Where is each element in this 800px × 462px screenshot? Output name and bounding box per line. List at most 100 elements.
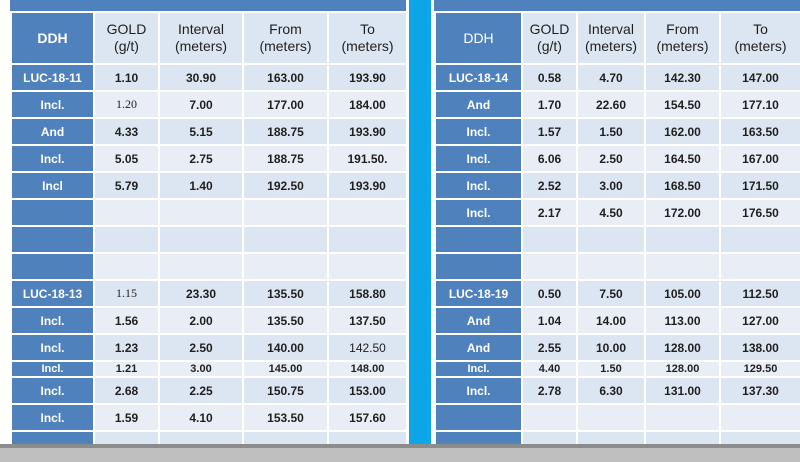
to-cell: 191.50. <box>327 144 408 173</box>
interval-cell: 1.50 <box>576 117 646 146</box>
table-row: Incl. 1.59 4.10 153.50 157.60 <box>10 403 408 432</box>
from-cell: 135.50 <box>242 279 329 308</box>
to-cell: 176.50 <box>719 198 800 227</box>
ddh-cell <box>434 403 523 432</box>
header-ddh: DDH <box>434 11 523 65</box>
to-cell: 142.50 <box>327 333 408 362</box>
table-row: LUC-18-19 0.50 7.50 105.00 112.50 <box>434 279 800 308</box>
from-cell: 177.00 <box>242 90 329 119</box>
from-cell: 135.50 <box>242 306 329 335</box>
interval-cell: 6.30 <box>576 376 646 405</box>
interval-cell: 30.90 <box>158 63 244 92</box>
ddh-cell: Incl. <box>10 333 95 362</box>
from-cell: 142.30 <box>644 63 721 92</box>
to-cell <box>327 225 408 254</box>
table-row: Incl 5.79 1.40 192.50 193.90 <box>10 171 408 200</box>
header-to: To (meters) <box>327 11 408 65</box>
from-cell: 192.50 <box>242 171 329 200</box>
table-row: Incl. 1.21 3.00 145.00 148.00 <box>10 360 408 378</box>
to-cell <box>327 252 408 281</box>
to-cell <box>327 198 408 227</box>
ddh-cell: Incl. <box>10 306 95 335</box>
bottom-band-edge <box>0 444 800 448</box>
to-cell: 193.90 <box>327 63 408 92</box>
interval-cell <box>576 225 646 254</box>
header-interval: Interval (meters) <box>576 11 646 65</box>
ddh-cell <box>434 252 523 281</box>
table-row: Incl. 1.56 2.00 135.50 137.50 <box>10 306 408 335</box>
ddh-cell <box>10 225 95 254</box>
interval-cell: 4.50 <box>576 198 646 227</box>
ddh-cell: Incl. <box>434 360 523 378</box>
gold-cell: 1.23 <box>93 333 160 362</box>
table-row: Incl. 2.68 2.25 150.75 153.00 <box>10 376 408 405</box>
ddh-cell: Incl <box>10 171 95 200</box>
gold-cell <box>93 430 160 448</box>
table-row: Incl. 5.05 2.75 188.75 191.50. <box>10 144 408 173</box>
from-cell: 172.00 <box>644 198 721 227</box>
to-cell: 157.60 <box>327 403 408 432</box>
table-row: Incl. 1.23 2.50 140.00 142.50 <box>10 333 408 362</box>
gold-cell: 6.06 <box>521 144 578 173</box>
table-row <box>434 252 800 281</box>
ddh-cell: Incl. <box>10 376 95 405</box>
interval-cell: 5.15 <box>158 117 244 146</box>
interval-cell: 2.00 <box>158 306 244 335</box>
ddh-cell: Incl. <box>434 198 523 227</box>
ddh-cell: Incl. <box>434 117 523 146</box>
interval-cell: 4.70 <box>576 63 646 92</box>
interval-cell: 2.50 <box>158 333 244 362</box>
to-cell: 127.00 <box>719 306 800 335</box>
ddh-cell: Incl. <box>10 360 95 378</box>
from-cell: 188.75 <box>242 117 329 146</box>
left-header-row: DDH GOLD (g/t) Interval (meters) From (m… <box>10 11 408 65</box>
to-cell: 153.00 <box>327 376 408 405</box>
from-cell <box>242 225 329 254</box>
table-row <box>10 252 408 281</box>
gold-cell <box>521 252 578 281</box>
to-cell <box>719 225 800 254</box>
ddh-cell: LUC-18-11 <box>10 63 95 92</box>
table-row: Incl. 1.20 7.00 177.00 184.00 <box>10 90 408 119</box>
gold-cell: 1.21 <box>93 360 160 378</box>
center-divider <box>409 0 431 444</box>
interval-cell <box>576 252 646 281</box>
to-cell: 158.80 <box>327 279 408 308</box>
interval-cell: 7.00 <box>158 90 244 119</box>
interval-cell <box>158 225 244 254</box>
gold-cell <box>93 198 160 227</box>
gold-cell <box>521 225 578 254</box>
interval-cell: 7.50 <box>576 279 646 308</box>
bottom-band <box>0 444 800 462</box>
header-to: To (meters) <box>719 11 800 65</box>
to-cell: 184.00 <box>327 90 408 119</box>
gold-cell: 2.78 <box>521 376 578 405</box>
right-assay-table: DDH GOLD (g/t) Interval (meters) From (m… <box>434 11 800 448</box>
gold-cell: 1.59 <box>93 403 160 432</box>
header-from: From (meters) <box>242 11 329 65</box>
gold-cell: 1.70 <box>521 90 578 119</box>
interval-cell: 2.25 <box>158 376 244 405</box>
header-interval: Interval (meters) <box>158 11 244 65</box>
from-cell: 188.75 <box>242 144 329 173</box>
from-cell: 162.00 <box>644 117 721 146</box>
to-cell: 177.10 <box>719 90 800 119</box>
ddh-cell: Incl. <box>10 90 95 119</box>
to-cell <box>719 403 800 432</box>
from-cell: 105.00 <box>644 279 721 308</box>
gold-cell <box>93 252 160 281</box>
from-cell: 145.00 <box>242 360 329 378</box>
from-cell: 154.50 <box>644 90 721 119</box>
gold-cell: 1.04 <box>521 306 578 335</box>
left-top-band <box>10 0 406 11</box>
gold-cell: 2.55 <box>521 333 578 362</box>
from-cell <box>644 225 721 254</box>
from-cell: 128.00 <box>644 333 721 362</box>
from-cell <box>644 252 721 281</box>
right-table-panel: DDH GOLD (g/t) Interval (meters) From (m… <box>434 0 800 448</box>
from-cell: 153.50 <box>242 403 329 432</box>
gold-cell: 1.10 <box>93 63 160 92</box>
gold-cell: 1.20 <box>93 90 160 119</box>
interval-cell: 14.00 <box>576 306 646 335</box>
ddh-cell: Incl. <box>10 403 95 432</box>
